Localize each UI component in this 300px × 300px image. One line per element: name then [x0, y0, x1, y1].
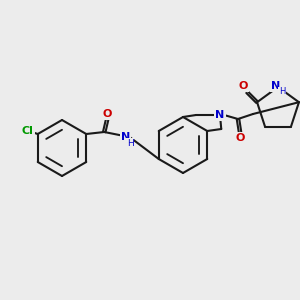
- Text: H: H: [127, 139, 134, 148]
- Text: H: H: [279, 88, 285, 97]
- Text: O: O: [238, 81, 248, 91]
- Text: Cl: Cl: [22, 126, 34, 136]
- Text: N: N: [121, 132, 130, 142]
- Text: N: N: [215, 110, 225, 120]
- Text: O: O: [235, 133, 245, 143]
- Text: O: O: [103, 109, 112, 119]
- Text: N: N: [272, 81, 280, 91]
